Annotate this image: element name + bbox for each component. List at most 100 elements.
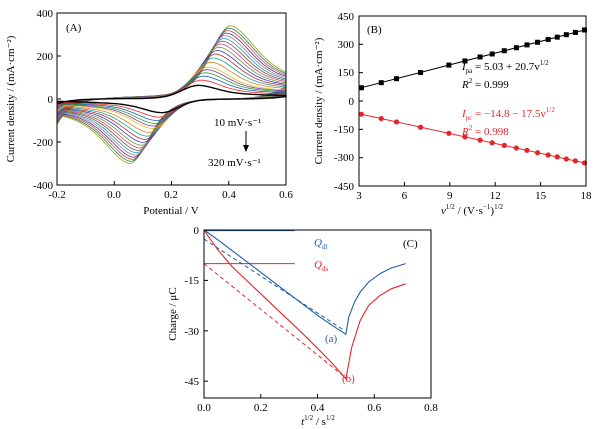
panel-b-data xyxy=(358,27,588,166)
x-tick-label: 0.6 xyxy=(367,402,381,414)
panel-b-label: (B) xyxy=(367,24,382,36)
panel-b-x-tick-labels: 3 6 9 12 15 18 xyxy=(356,190,592,202)
x-tick-label: 0.2 xyxy=(254,402,268,414)
data-point-ipc xyxy=(489,140,495,146)
x-tick-label: 0.6 xyxy=(279,189,293,201)
y-tick-label: 0 xyxy=(349,96,355,108)
data-point-ipc xyxy=(534,150,541,156)
data-point-ipc xyxy=(524,147,530,153)
panel-a-x-axis-label: Potential / V xyxy=(143,205,198,217)
data-point-ipc xyxy=(563,156,569,162)
panel-b-y-tick-labels: -450 -300 -150 0 150 300 450 xyxy=(334,11,355,193)
data-point-ipc xyxy=(513,145,519,151)
data-point-ipa xyxy=(545,36,551,42)
data-point-ipa xyxy=(554,34,560,40)
y-tick-label: 150 xyxy=(338,67,355,79)
ipc-r-squared: R2 = 0.998 xyxy=(461,124,509,138)
data-point-ipa xyxy=(535,39,541,45)
panel-c-label: (C) xyxy=(403,238,418,250)
panel-b: (B) 3 6 9 12 15 18 -450 -300 -150 0 150 … xyxy=(313,11,592,217)
data-point-ipa xyxy=(572,29,578,35)
data-point-ipc xyxy=(477,137,483,143)
panel-b-x-axis-label: v1/2 / (V·s−1)1/2 xyxy=(441,203,504,217)
data-point-ipa xyxy=(394,76,400,82)
panel-a-label: (A) xyxy=(66,22,82,34)
panel-b-frame xyxy=(358,15,587,187)
panel-c-data xyxy=(203,229,406,381)
charge-curve-b xyxy=(203,229,406,381)
data-point-ipc xyxy=(378,115,384,122)
qds-label: Qds xyxy=(314,259,328,273)
panel-c-frame xyxy=(203,229,432,399)
panel-c-plot-area xyxy=(203,229,432,399)
data-point-ipa xyxy=(513,45,519,51)
ipc-fit-equation: Ipc = −14.8 − 17.5v1/2 xyxy=(461,106,555,122)
data-point-ipc xyxy=(446,130,452,136)
panel-b-plot-area xyxy=(358,15,588,187)
panel-a-y-axis-label: Current density / (mA·cm⁻²) xyxy=(5,35,17,162)
x-tick-label: 0.8 xyxy=(424,402,438,414)
y-tick-label: -300 xyxy=(334,152,355,164)
y-tick-label: 300 xyxy=(338,39,355,51)
data-point-ipa xyxy=(378,80,384,86)
data-point-ipa xyxy=(501,48,507,54)
x-tick-label: 0.0 xyxy=(107,189,121,201)
x-tick-label: 9 xyxy=(447,190,453,202)
panel-a-cv-curves xyxy=(56,25,287,164)
data-point-ipc xyxy=(501,142,507,148)
data-point-ipc xyxy=(417,124,424,130)
panel-b-ticks xyxy=(358,15,587,187)
data-point-ipa xyxy=(524,42,530,48)
series-a-label: (a) xyxy=(325,333,338,345)
data-point-ipa xyxy=(358,85,364,91)
y-tick-label: -200 xyxy=(33,137,54,149)
panel-a-y-tick-labels: -400 -200 0 200 400 xyxy=(33,8,54,192)
data-point-ipa xyxy=(462,58,468,64)
x-tick-label: -0.2 xyxy=(48,189,65,201)
x-tick-label: 18 xyxy=(581,190,593,202)
x-tick-label: 12 xyxy=(490,190,501,202)
fit-line-b xyxy=(203,263,344,376)
scan-rate-low-label: 10 mV·s⁻¹ xyxy=(214,117,261,129)
y-tick-label: -30 xyxy=(184,326,199,338)
panel-b-y-axis-label: Current density / (mA·cm⁻²) xyxy=(313,37,325,164)
qdl-label: Qdl xyxy=(314,237,327,251)
x-tick-label: 15 xyxy=(535,190,547,202)
data-point-ipc xyxy=(393,119,400,125)
ipa-r-squared: R2 = 0.999 xyxy=(461,77,509,91)
y-tick-label: 450 xyxy=(338,11,355,23)
data-point-ipa xyxy=(581,27,587,33)
series-b-label: (b) xyxy=(342,373,355,385)
panel-a: (A) -0.2 0.0 0.2 0.4 0.6 -400 -200 0 200… xyxy=(5,8,293,217)
y-tick-label: 0 xyxy=(194,225,200,237)
data-point-ipc xyxy=(462,134,468,140)
panel-a-x-tick-labels: -0.2 0.0 0.2 0.4 0.6 xyxy=(48,189,293,201)
panel-c: (C) 0.0 0.2 0.4 0.6 0.8 0 -15 -30 -45 t1… xyxy=(167,225,438,428)
data-point-ipa xyxy=(477,54,483,60)
scan-direction-arrowhead xyxy=(243,145,249,152)
x-tick-label: 3 xyxy=(356,190,362,202)
fit-line-ipc xyxy=(358,113,587,164)
charge-curve-a xyxy=(203,229,406,336)
data-point-ipc xyxy=(572,158,579,164)
data-point-ipc xyxy=(554,154,560,160)
y-tick-label: -400 xyxy=(33,180,54,192)
x-tick-label: 0.0 xyxy=(197,402,211,414)
data-point-ipa xyxy=(446,62,452,68)
data-point-ipa xyxy=(489,51,495,57)
panel-a-frame xyxy=(56,12,287,186)
y-tick-label: -150 xyxy=(334,124,355,136)
y-tick-label: 400 xyxy=(37,8,54,20)
y-tick-label: 0 xyxy=(48,94,54,106)
data-point-ipa xyxy=(563,32,569,38)
y-tick-label: 200 xyxy=(37,51,54,63)
data-point-ipc xyxy=(545,152,551,158)
panel-c-x-axis-label: t1/2 / s1/2 xyxy=(301,414,335,428)
fit-line-a xyxy=(203,238,344,331)
y-tick-label: -45 xyxy=(184,376,199,388)
panel-c-y-tick-labels: 0 -15 -30 -45 xyxy=(184,225,199,388)
scan-rate-high-label: 320 mV·s⁻¹ xyxy=(208,157,261,169)
cv-curve-200-mV-s xyxy=(56,40,287,151)
ipa-fit-equation: Ipa = 5.03 + 20.7v1/2 xyxy=(461,59,549,75)
